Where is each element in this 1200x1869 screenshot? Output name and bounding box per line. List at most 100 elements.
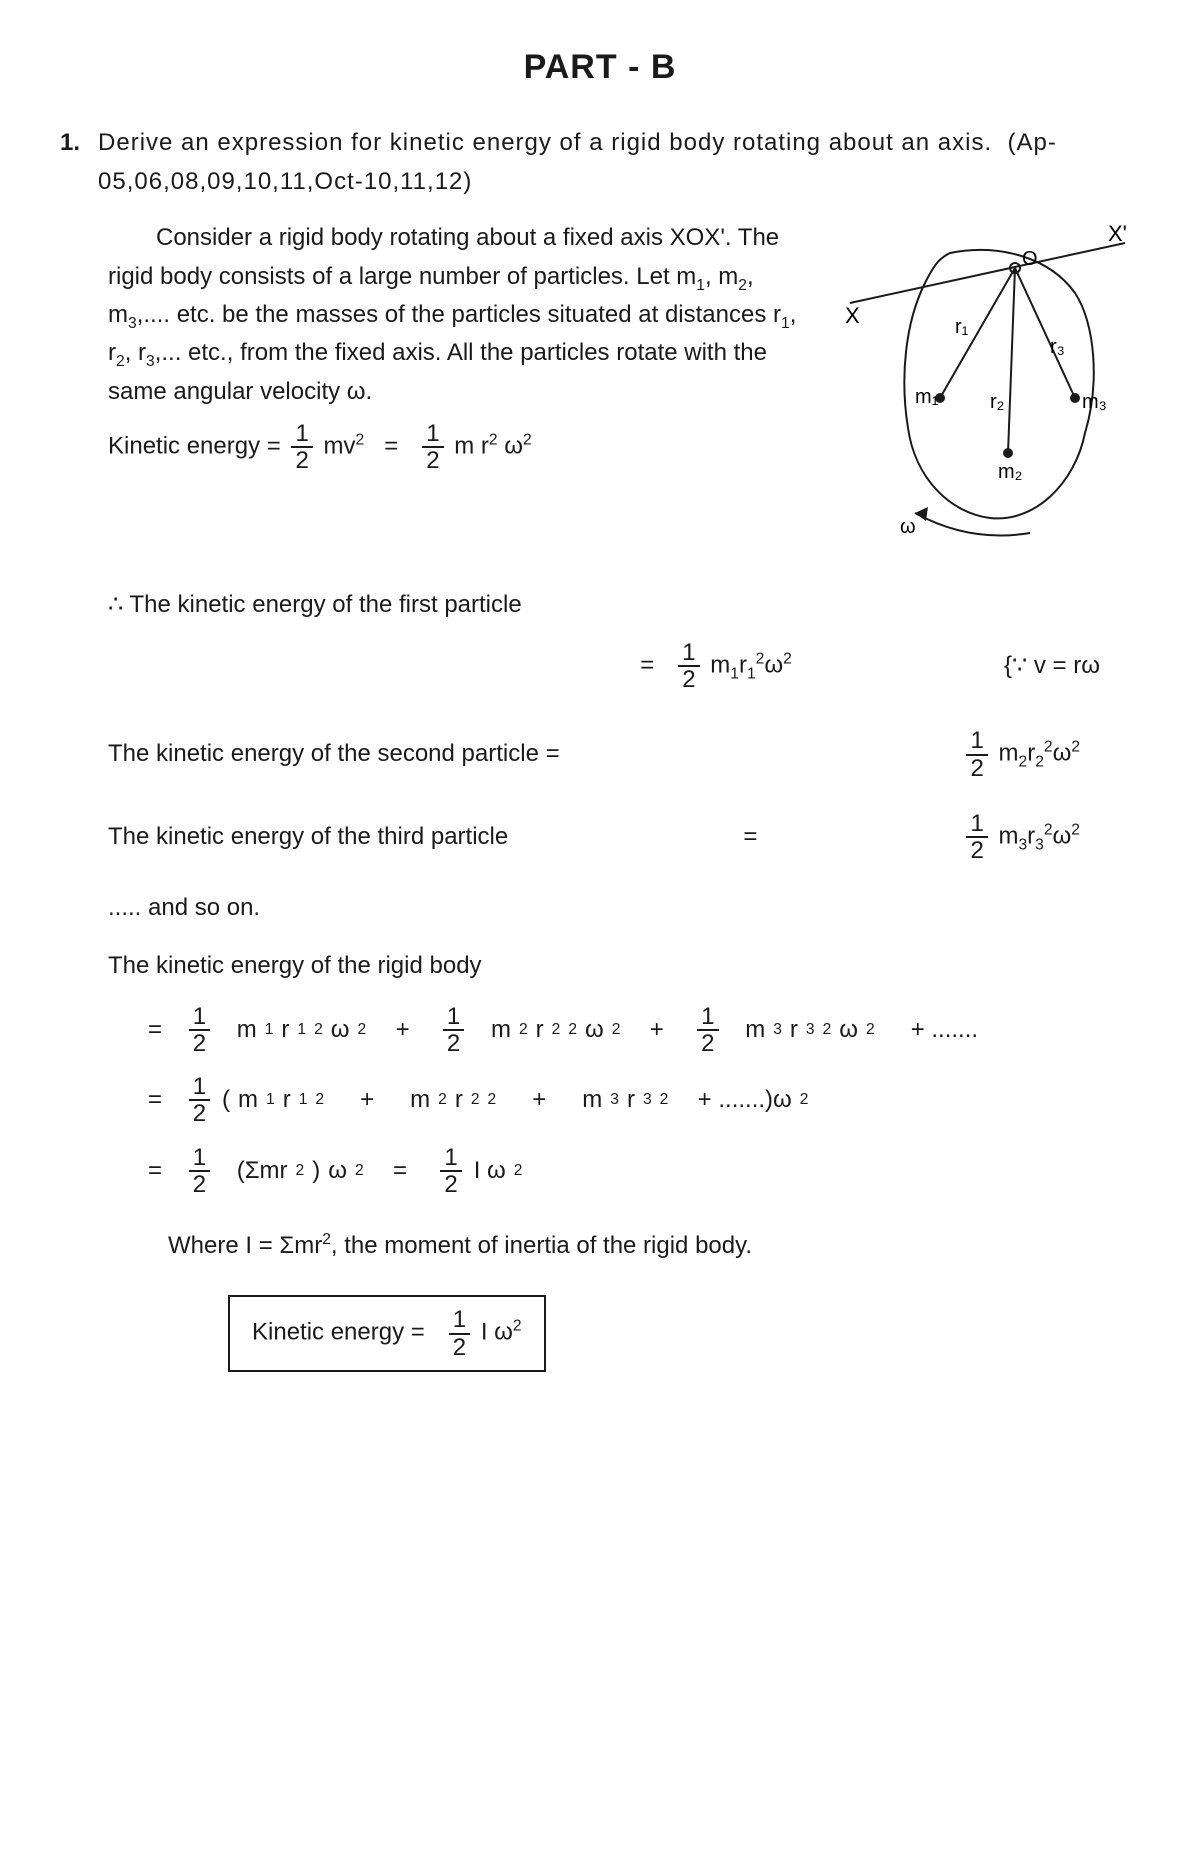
ws: ω — [328, 1152, 347, 1190]
n3: 1 — [678, 640, 699, 665]
ne: 1 — [189, 1145, 210, 1170]
answer-body: X X' O r₁ r₂ r₃ m₁ m₂ m₃ ω Consider a ri… — [108, 219, 1140, 1372]
rs1: 1 — [747, 665, 756, 682]
tail2: + .......)ω — [698, 1081, 792, 1119]
eqC: = — [148, 1152, 162, 1190]
where-b: , the moment of inertia of the rigid bod… — [331, 1232, 752, 1259]
mf: m — [582, 1081, 602, 1119]
re: r — [455, 1081, 463, 1119]
question-row: 1. Derive an expression for kinetic ener… — [60, 124, 1140, 201]
v-rw-note: {∵ v = rω — [1004, 647, 1100, 685]
eqB: = — [148, 1081, 162, 1119]
eqA: = — [148, 1011, 162, 1049]
question-number: 1. — [60, 124, 80, 201]
pl1: + — [396, 1011, 410, 1049]
sq3: 2 — [523, 432, 532, 449]
third-eq-sign: = — [743, 818, 757, 856]
pl2: + — [650, 1011, 664, 1049]
box-Iw: I ω — [481, 1319, 513, 1346]
Iw: I ω — [474, 1152, 506, 1190]
fig-label-w: ω — [900, 516, 916, 538]
fig-label-r3: r₃ — [1050, 336, 1065, 358]
mv: mv — [323, 433, 355, 460]
fig-label-r2: r₂ — [990, 391, 1004, 413]
p1-s5: 2 — [116, 353, 125, 370]
rs1s: 2 — [756, 650, 765, 667]
eq1: = — [384, 433, 398, 460]
p2-text: ∴ The kinetic energy of the first partic… — [108, 591, 522, 618]
wa: ω — [331, 1011, 350, 1049]
om1: ω — [504, 433, 523, 460]
dd: 2 — [189, 1099, 210, 1126]
where-sq: 2 — [322, 1231, 331, 1248]
p1-b: , m — [705, 263, 738, 290]
r1: r — [739, 651, 747, 678]
fig-label-X: X — [845, 303, 860, 328]
p1-s3: 3 — [128, 315, 137, 332]
r2: r — [1027, 740, 1035, 767]
bd: 2 — [449, 1333, 470, 1360]
rc: r — [790, 1011, 798, 1049]
pl3: + — [360, 1081, 374, 1119]
frac-half-1: 12 — [291, 421, 312, 473]
rs2: 2 — [1035, 754, 1044, 771]
p1-a: Consider a rigid body rotating about a f… — [108, 224, 779, 289]
frac-f: 12 — [440, 1145, 461, 1197]
frac-half-2: 12 — [422, 421, 443, 473]
m3: m — [998, 822, 1018, 849]
den2: 2 — [422, 446, 443, 473]
rb: r — [536, 1011, 544, 1049]
fig-label-m1: m₁ — [915, 386, 939, 408]
rs3: 3 — [1035, 836, 1044, 853]
d5: 2 — [966, 836, 987, 863]
frac-box: 12 — [449, 1307, 470, 1359]
sigma-line: = 12 (Σmr2)ω2 = 12 I ω2 — [148, 1145, 1140, 1197]
md: m — [238, 1081, 258, 1119]
p1-s1: 1 — [696, 276, 705, 293]
ra: r — [281, 1011, 289, 1049]
frac-half-4: 12 — [966, 728, 987, 780]
m2: m — [999, 740, 1019, 767]
ms2: 2 — [1019, 754, 1028, 771]
pl4: + — [532, 1081, 546, 1119]
w2: ω — [1053, 740, 1072, 767]
frac-e: 12 — [189, 1145, 210, 1197]
rs2s: 2 — [1044, 739, 1053, 756]
second-eq: 12 m2r22ω2 — [962, 728, 1080, 780]
ke-body-heading: The kinetic energy of the rigid body — [108, 947, 1140, 985]
first-particle-eq: = 12 m1r12ω2 — [640, 640, 792, 692]
first-particle-eq-row: = 12 m1r12ω2 {∵ v = rω — [108, 640, 1140, 692]
fig-label-m3: m₃ — [1082, 391, 1107, 413]
sq2: 2 — [489, 432, 498, 449]
rs3s: 2 — [1044, 821, 1053, 838]
de: 2 — [189, 1170, 210, 1197]
ms1: 1 — [730, 665, 739, 682]
d4: 2 — [966, 754, 987, 781]
question-text: Derive an expression for kinetic energy … — [98, 124, 1140, 201]
sum-line-1: = 12 m1r12ω2 + 12 m2r22ω2 + 12 m3r32ω2 +… — [148, 1004, 1140, 1056]
na: 1 — [189, 1004, 210, 1029]
fig-label-m2: m₂ — [998, 461, 1022, 483]
num: 1 — [291, 421, 312, 446]
da: 2 — [189, 1029, 210, 1056]
nc: 1 — [697, 1004, 718, 1029]
p1-g: ,... etc., from the fixed axis. All the … — [108, 339, 767, 404]
r3: r — [1027, 822, 1035, 849]
frac-half-5: 12 — [966, 811, 987, 863]
nb: 1 — [443, 1004, 464, 1029]
p1-s6: 3 — [146, 353, 155, 370]
where-line: Where I = Σmr2, the moment of inertia of… — [168, 1227, 1140, 1265]
p1-s2: 2 — [738, 276, 747, 293]
mb: m — [491, 1011, 511, 1049]
tail1: + ....... — [911, 1011, 978, 1049]
d3: 2 — [678, 665, 699, 692]
p1-f: , r — [125, 339, 146, 366]
frac-c: 12 — [697, 1004, 718, 1056]
w3: ω — [1053, 822, 1072, 849]
frac-d: 12 — [189, 1074, 210, 1126]
third-particle-line: The kinetic energy of the third particle… — [108, 811, 1140, 863]
box-sq: 2 — [513, 1318, 522, 1335]
dc: 2 — [697, 1029, 718, 1056]
ke-first-particle-line: ∴ The kinetic energy of the first partic… — [108, 586, 1140, 624]
m1: m — [710, 651, 730, 678]
